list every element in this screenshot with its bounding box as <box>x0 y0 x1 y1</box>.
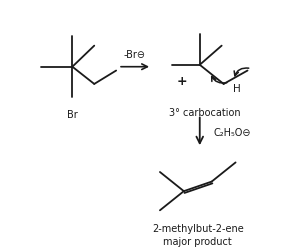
Text: 3° carbocation: 3° carbocation <box>169 108 240 118</box>
Text: Br: Br <box>67 110 78 119</box>
Text: H: H <box>233 84 240 94</box>
Text: +: + <box>176 74 187 87</box>
Text: -Br⊖: -Br⊖ <box>123 50 145 60</box>
Text: 2-methylbut-2-ene
major product: 2-methylbut-2-ene major product <box>152 223 244 246</box>
Text: C₂H₅O⊖: C₂H₅O⊖ <box>214 127 251 137</box>
